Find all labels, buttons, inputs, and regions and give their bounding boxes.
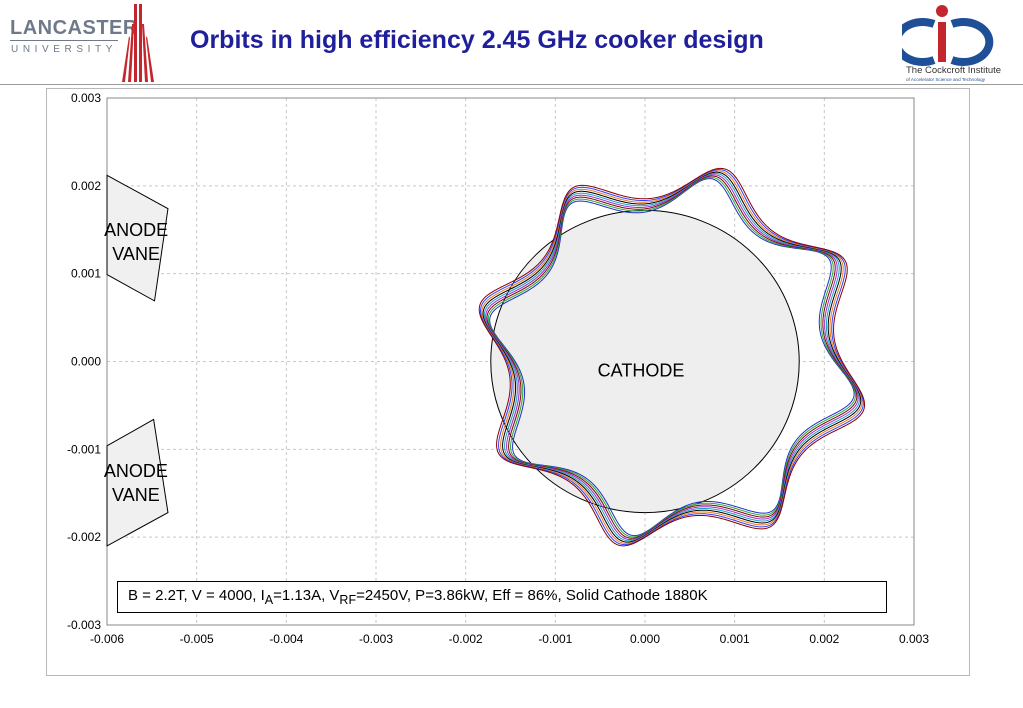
y-tick-label: 0.002 (71, 179, 101, 193)
anode-vane-label: ANODE (104, 461, 168, 481)
orbit-trajectory-3 (486, 175, 858, 539)
plot-area-border (106, 97, 915, 626)
anode-vane-label: ANODE (104, 220, 168, 240)
electron-orbits (478, 167, 866, 547)
orbit-trajectory-7 (481, 170, 863, 544)
logo-lancaster-line2: UNIVERSITY (11, 44, 117, 55)
x-tick-label: -0.002 (449, 632, 483, 646)
anode-vane-label: VANE (112, 485, 160, 505)
x-tick-label: 0.003 (899, 632, 929, 646)
logo-cockcroft-line1: The Cockcroft Institute (906, 65, 1001, 76)
chart-frame: CATHODE ANODE VANE ANODE VANE B = 2.2T, V =… (46, 88, 970, 676)
x-tick-label: 0.000 (630, 632, 660, 646)
x-tick-label: 0.001 (720, 632, 750, 646)
orbit-trajectory-9 (478, 167, 866, 547)
x-tick-label: 0.002 (809, 632, 839, 646)
logo-lancaster-rule (10, 40, 118, 41)
orbit-trajectory-5 (483, 172, 860, 542)
cathode-group: CATHODE (490, 209, 800, 514)
axis-tick-labels: -0.006 -0.005 -0.004 -0.003 -0.002 -0.001 0.00… (67, 91, 929, 646)
y-tick-label: -0.002 (67, 530, 101, 544)
y-tick-label: -0.003 (67, 618, 101, 632)
lancaster-university-logo: LANCASTER UNIVERSITY (10, 4, 154, 82)
orbit-trajectory-4 (485, 174, 859, 541)
y-tick-label: -0.001 (67, 442, 101, 456)
y-tick-label: 0.001 (71, 267, 101, 281)
orbit-trajectory-6 (482, 171, 862, 543)
logo-cockcroft-line2: of Accelerator Science and Technology (906, 77, 986, 82)
y-tick-label: 0.003 (71, 91, 101, 105)
chart-labels: B = 2.2T, V = 4000, IA=1.13A, VRF=2450V,… (117, 581, 887, 613)
anode-vane-label: VANE (112, 244, 160, 264)
anode-vanes-group: ANODE VANE ANODE VANE (104, 174, 169, 547)
header-divider (0, 84, 1023, 85)
parameters-annotation: B = 2.2T, V = 4000, IA=1.13A, VRF=2450V,… (117, 581, 887, 613)
orbit-chart: CATHODE ANODE VANE ANODE VANE B = 2.2T, V =… (67, 91, 929, 646)
orbit-trajectory-2 (487, 176, 856, 538)
logo-lancaster-line1: LANCASTER (10, 17, 138, 39)
lancaster-tower-icon (122, 4, 154, 82)
x-tick-label: -0.001 (538, 632, 572, 646)
cockcroft-emblem-icon (902, 5, 994, 66)
y-tick-label: 0.000 (71, 355, 101, 369)
orbit-trajectory-8 (480, 169, 864, 546)
x-tick-label: -0.004 (269, 632, 303, 646)
x-tick-label: -0.005 (180, 632, 214, 646)
anode-vane-top (106, 174, 169, 302)
page-title: Orbits in high efficiency 2.45 GHz cooke… (190, 26, 764, 54)
plot-area-rect (106, 97, 915, 626)
x-tick-label: -0.006 (90, 632, 124, 646)
x-tick-label: -0.003 (359, 632, 393, 646)
cathode-label: CATHODE (598, 361, 685, 381)
anode-vane-bottom (106, 418, 169, 547)
cockcroft-institute-logo: The Cockcroft Institute of Accelerator S… (902, 5, 1001, 82)
parameters-text: B = 2.2T, V = 4000, IA=1.13A, VRF=2450V,… (117, 581, 887, 613)
orbit-trajectory-1 (489, 178, 855, 537)
